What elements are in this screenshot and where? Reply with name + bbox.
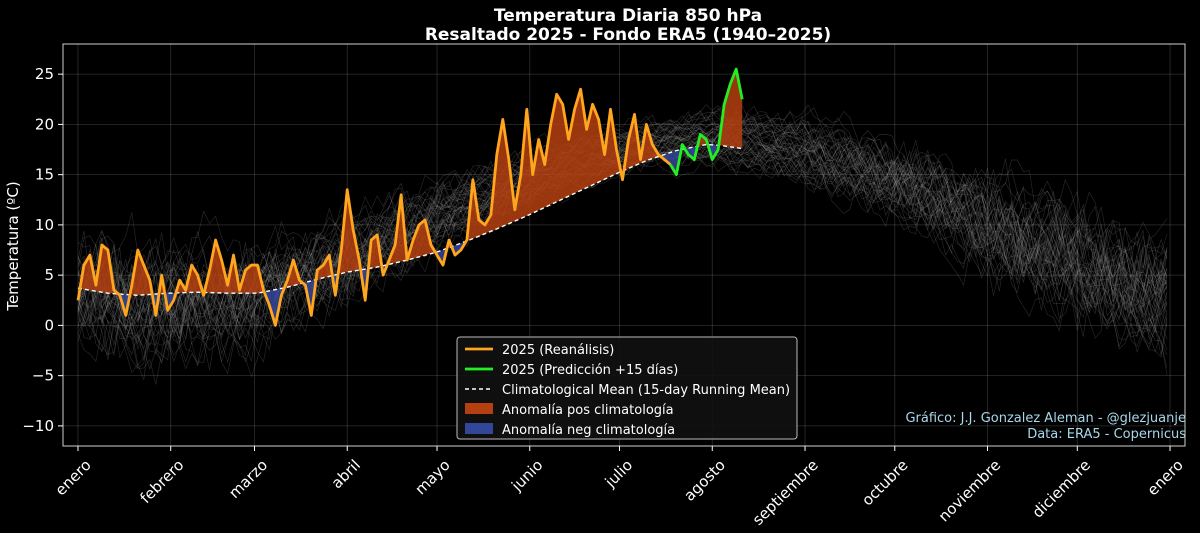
y-tick-label: 10 xyxy=(35,216,54,234)
background-year-line xyxy=(77,129,1168,349)
positive-anomaly-area xyxy=(338,189,361,275)
legend-label: 2025 (Reanálisis) xyxy=(502,343,614,358)
y-tick-label: 15 xyxy=(35,166,54,184)
y-tick-label: −10 xyxy=(22,417,54,435)
legend-swatch xyxy=(465,403,493,414)
chart-subtitle: Resaltado 2025 - Fondo ERA5 (1940–2025) xyxy=(425,25,831,45)
negative-anomaly-area xyxy=(383,264,388,276)
background-year-line xyxy=(77,134,1168,376)
y-axis-label: Temperatura (ºC) xyxy=(4,181,22,311)
series-climatological-mean xyxy=(77,143,743,297)
background-year-line xyxy=(77,134,1168,364)
chart-title: Temperatura Diaria 850 hPa xyxy=(494,6,762,26)
background-year-line xyxy=(77,136,1168,361)
legend: 2025 (Reanálisis) 2025 (Predicción +15 dí… xyxy=(456,336,798,440)
background-year-line xyxy=(77,142,1168,366)
y-tick-label: −5 xyxy=(32,367,54,385)
legend-box xyxy=(456,336,798,440)
background-year-line xyxy=(77,139,1168,362)
background-year-line xyxy=(77,114,1168,340)
background-year-line xyxy=(77,125,1168,358)
background-year-line xyxy=(77,109,1168,342)
background-year-line xyxy=(78,137,1168,367)
y-tick-label: 25 xyxy=(35,65,54,83)
background-year-line xyxy=(77,146,1168,368)
background-years-layer xyxy=(77,103,1168,385)
y-tick-label: 5 xyxy=(44,266,54,284)
series-2025-reanalysis xyxy=(76,87,672,327)
background-year-line xyxy=(77,142,1168,353)
background-year-line xyxy=(77,120,1168,375)
positive-anomaly-area xyxy=(176,265,204,293)
background-year-line xyxy=(77,134,1168,378)
background-year-line xyxy=(77,132,1168,385)
y-tick-label: 20 xyxy=(35,115,54,133)
legend-label: Climatological Mean (15-day Running Mean… xyxy=(502,383,790,398)
background-year-line xyxy=(77,113,1168,340)
positive-anomaly-area xyxy=(719,69,743,149)
background-year-line xyxy=(77,132,1168,353)
negative-anomaly-area xyxy=(435,248,448,266)
series-2025-prediction xyxy=(669,67,744,177)
legend-label: Anomalía neg climatología xyxy=(502,423,675,438)
background-year-line xyxy=(77,114,1168,329)
negative-anomaly-area xyxy=(265,287,285,326)
legend-label: 2025 (Predicción +15 días) xyxy=(502,363,678,378)
background-year-line xyxy=(77,110,1168,331)
positive-anomaly-area xyxy=(624,114,662,171)
credit-annotation: Gráfico: J.J. Gonzalez Aleman - @glezjua… xyxy=(905,411,1186,426)
plot-frame xyxy=(62,43,1186,447)
background-year-line xyxy=(77,139,1168,380)
data-source-annotation: Data: ERA5 - Copernicus xyxy=(1027,427,1186,442)
background-year-line xyxy=(77,119,1168,334)
legend-label: Anomalía pos climatología xyxy=(502,403,674,418)
legend-swatch xyxy=(465,423,493,434)
series-layer xyxy=(76,67,744,327)
positive-anomaly-area xyxy=(81,245,119,294)
background-year-line xyxy=(77,131,1168,362)
background-year-line xyxy=(77,103,1168,337)
y-tick-label: 0 xyxy=(44,316,54,334)
background-year-line xyxy=(77,107,1168,311)
